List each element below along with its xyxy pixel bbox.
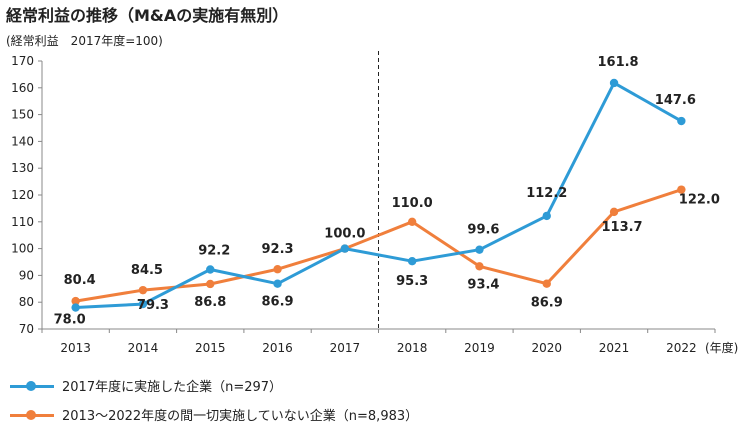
- series-2-data-label: 84.5: [131, 263, 163, 278]
- x-tick-label: 2019: [464, 341, 495, 355]
- axes: 70 80 90 100 110 120 130 140 150 160 170 2013 2014 20…: [11, 51, 738, 355]
- series-1-point: [273, 279, 282, 288]
- series-1-point: [609, 78, 619, 88]
- legend-swatch-series-2: [10, 408, 54, 422]
- x-tick-label: 2018: [397, 341, 428, 355]
- y-tick-label: 80: [19, 295, 34, 309]
- series-2-point: [273, 265, 282, 274]
- legend-marker-series-2: [26, 409, 36, 420]
- series-2-point: [609, 207, 619, 217]
- data-labels: 78.0 79.3 92.2 86.9 100.0 95.3 99.6 112.2 161.8 1…: [54, 55, 720, 328]
- y-tick-label: 70: [19, 322, 34, 336]
- series-1-data-label: 92.2: [198, 244, 230, 259]
- series-1-data-label: 79.3: [137, 298, 169, 313]
- series-layer: [71, 78, 686, 312]
- series-1-point: [340, 244, 350, 253]
- series-2-data-label: 122.0: [679, 193, 720, 208]
- series-2-point: [475, 262, 484, 271]
- y-tick-label: 140: [11, 134, 34, 148]
- series-2-point: [71, 296, 80, 306]
- series-1-data-label: 147.6: [655, 93, 696, 108]
- legend-label-series-1: 2017年度に実施した企業（n=297）: [62, 380, 283, 395]
- series-2-point: [542, 279, 551, 288]
- legend-item-series-1: 2017年度に実施した企業（n=297）: [10, 376, 282, 395]
- x-axis-unit: (年度): [705, 340, 738, 355]
- y-tick-label: 90: [19, 268, 34, 282]
- series-2-data-label: 92.3: [262, 242, 294, 257]
- x-tick-label: 2020: [531, 341, 562, 355]
- series-1-data-label: 100.0: [324, 227, 365, 242]
- series-2-data-label: 80.4: [64, 273, 96, 288]
- x-tick-label: 2015: [195, 341, 226, 355]
- series-2-data-label: 86.9: [531, 296, 563, 311]
- series-1-point: [206, 265, 215, 274]
- series-1-data-label: 112.2: [526, 186, 567, 201]
- chart-subtitle: (経常利益 2017年度=100): [6, 34, 163, 48]
- series-1-data-label: 95.3: [396, 274, 428, 289]
- y-tick-label: 160: [11, 81, 34, 95]
- series-1-point: [475, 245, 484, 254]
- legend-item-series-2: 2013～2022年度の間一切実施していない企業（n=8,983）: [10, 405, 418, 424]
- x-tick-label: 2016: [262, 341, 293, 355]
- y-tick-label: 110: [11, 215, 34, 229]
- series-line-1: [75, 81, 683, 310]
- legend-marker-series-1: [26, 380, 36, 391]
- series-2-point: [407, 217, 417, 226]
- x-tick-label: 2014: [128, 341, 159, 355]
- series-2-data-label: 93.4: [467, 277, 499, 292]
- x-tick-label: 2017: [330, 341, 361, 355]
- series-1-point: [138, 299, 148, 309]
- chart-title: 経常利益の推移（M&Aの実施有無別）: [6, 6, 289, 25]
- series-2-data-label: 86.8: [194, 295, 226, 310]
- series-1-point: [542, 211, 551, 221]
- y-tick-label: 100: [11, 242, 34, 256]
- series-1-point: [677, 116, 686, 126]
- y-tick-label: 170: [11, 54, 34, 68]
- series-1-data-label: 78.0: [54, 313, 86, 328]
- series-1-point: [407, 256, 417, 266]
- y-tick-label: 150: [11, 108, 34, 122]
- x-tick-label: 2022: [666, 341, 697, 355]
- series-1-data-label: 161.8: [597, 55, 638, 70]
- x-tick-label: 2013: [60, 341, 91, 355]
- series-2-data-label: 110.0: [392, 196, 433, 211]
- series-2-data-label: 113.7: [601, 220, 642, 235]
- series-2-point: [206, 279, 215, 289]
- series-2-point: [138, 285, 148, 295]
- legend-label-series-2: 2013～2022年度の間一切実施していない企業（n=8,983）: [62, 409, 419, 424]
- series-1-point: [71, 303, 80, 312]
- legend-swatch-series-1: [10, 379, 54, 393]
- series-1-data-label: 86.9: [262, 295, 294, 310]
- series-2-point: [677, 185, 686, 194]
- x-tick-label: 2021: [599, 341, 630, 355]
- series-1-data-label: 99.6: [467, 223, 499, 238]
- y-tick-label: 120: [11, 188, 34, 202]
- y-tick-label: 130: [11, 161, 34, 175]
